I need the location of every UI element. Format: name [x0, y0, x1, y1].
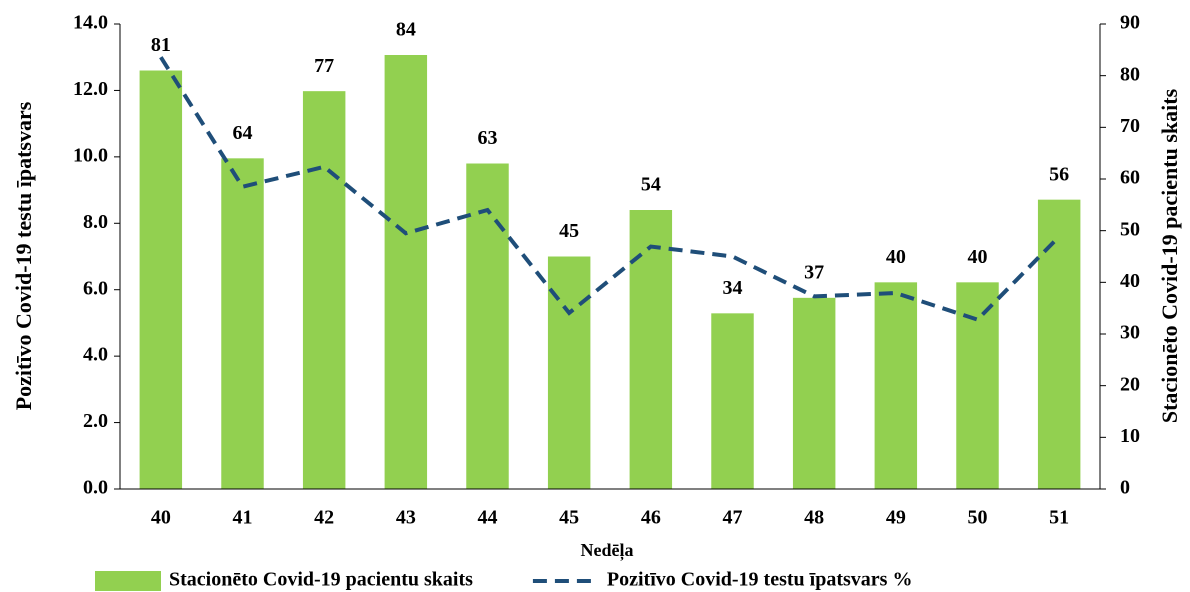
bar: [466, 163, 509, 489]
data-label: 40: [886, 246, 906, 268]
bar: [384, 55, 428, 489]
data-label: 34: [723, 277, 743, 299]
bar: [874, 282, 918, 489]
data-label: 64: [233, 122, 253, 144]
x-tick-label: 43: [396, 507, 416, 529]
bar: [302, 91, 346, 490]
y2-tick-label: 80: [1120, 63, 1140, 85]
data-label: 84: [396, 19, 416, 41]
x-tick-label: 51: [1049, 507, 1069, 529]
line: [159, 56, 1061, 322]
legend-label: Stacionēto Covid-19 pacientu skaits: [169, 569, 473, 591]
y2-tick-label: 0: [1120, 477, 1130, 499]
y2-tick-label: 10: [1120, 425, 1140, 447]
y-tick-label: 12.0: [73, 78, 108, 100]
y-tick-label: 4.0: [83, 344, 108, 366]
x-tick-label: 50: [968, 507, 988, 529]
bar: [792, 297, 836, 489]
bar: [629, 210, 673, 489]
y2-tick-label: 40: [1120, 270, 1140, 292]
y-tick-label: 2.0: [83, 410, 108, 432]
data-label: 63: [478, 127, 498, 149]
y-tick-label: 8.0: [83, 211, 108, 233]
y2-axis-label: Stacionēto Covid-19 pacientu skaits: [1157, 88, 1182, 423]
bar: [956, 282, 999, 489]
bar: [139, 70, 183, 489]
x-tick-label: 40: [151, 507, 171, 529]
data-label: 40: [968, 246, 988, 268]
legend-swatch: [95, 571, 161, 591]
data-label: 37: [804, 261, 824, 283]
data-label: 54: [641, 174, 661, 196]
y-tick-label: 0.0: [83, 477, 108, 499]
x-tick-label: 44: [478, 507, 498, 529]
x-tick-label: 46: [641, 507, 661, 529]
x-tick-label: 49: [886, 507, 906, 529]
y-tick-label: 6.0: [83, 277, 108, 299]
x-tick-label: 42: [314, 507, 334, 529]
bar: [1037, 199, 1081, 489]
y2-tick-label: 20: [1120, 373, 1140, 395]
bar: [221, 158, 264, 490]
bar: [711, 313, 754, 489]
y2-tick-label: 30: [1120, 322, 1140, 344]
data-label: 45: [559, 220, 579, 242]
data-label: 81: [151, 34, 171, 56]
x-tick-label: 45: [559, 507, 579, 529]
data-label: 77: [314, 55, 334, 77]
x-tick-label: 41: [233, 507, 253, 529]
y-tick-label: 14.0: [73, 12, 108, 34]
y2-tick-label: 50: [1120, 218, 1140, 240]
x-tick-label: 47: [723, 507, 743, 529]
x-tick-label: 48: [804, 507, 824, 529]
y2-tick-label: 70: [1120, 115, 1140, 137]
legend-label: Pozitīvo Covid-19 testu īpatsvars %: [607, 569, 913, 591]
y-axis-label: Pozitīvo Covid-19 testu īpatsvars: [11, 101, 36, 410]
x-axis-label: Nedēļa: [581, 540, 634, 561]
data-label: 56: [1049, 163, 1069, 185]
y-tick-label: 10.0: [73, 144, 108, 166]
y2-tick-label: 60: [1120, 167, 1140, 189]
y2-tick-label: 90: [1120, 12, 1140, 34]
